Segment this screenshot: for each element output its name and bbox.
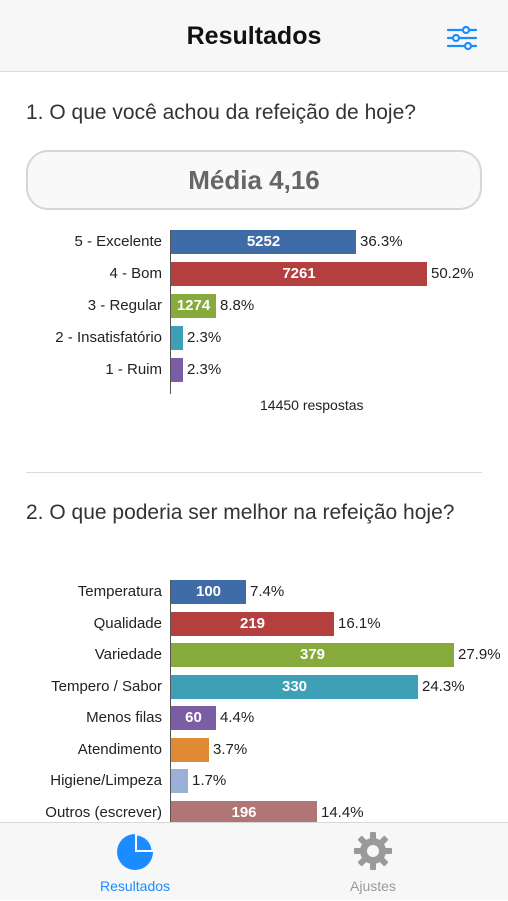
bar-label: 4 - Bom [109,265,162,282]
chart-row: Qualidade 219 16.1% [0,611,508,636]
bar-percent: 1.7% [192,772,227,789]
chart-axis [170,580,171,822]
bar-percent: 36.3% [360,233,403,250]
bar: 100 [171,580,246,604]
tab-ajustes[interactable]: Ajustes [246,823,500,901]
page-title: Resultados [186,22,322,50]
bar: 379 [171,643,454,667]
tab-bar: Resultados Ajustes [0,822,508,900]
bar-percent: 27.9% [458,646,501,663]
bar: 1274 [171,294,216,318]
average-badge: Média 4,16 [26,150,482,210]
tab-label: Resultados [99,878,171,894]
bar-label: 3 - Regular [87,297,162,314]
bar: 60 [171,706,216,730]
chart-row: 5 - Excelente 5252 36.3% [0,230,508,254]
bar-percent: 8.8% [220,297,255,314]
bar-percent: 14.4% [321,803,364,821]
question-2-title: 2. O que poderia ser melhor na refeição … [26,501,455,524]
bar [171,326,183,350]
bar-percent: 4.4% [220,709,255,726]
chart-row: Higiene/Limpeza 1.7% [0,769,508,793]
bar [171,358,183,382]
question-1-title: 1. O que você achou da refeição de hoje? [26,101,416,124]
bar: 5252 [171,230,356,254]
bar: 219 [171,611,334,636]
bar-percent: 3.7% [213,740,248,758]
chart-axis [170,230,171,394]
bar-label: 5 - Excelente [74,233,162,250]
bar-label: 1 - Ruim [105,361,162,378]
bar-percent: 7.4% [250,583,285,600]
chart-row: 4 - Bom 7261 50.2% [0,262,508,286]
chart-row: 3 - Regular 1274 8.8% [0,294,508,318]
pie-chart-icon [117,834,153,870]
question-1-chart: 5 - Excelente 5252 36.3% 4 - Bom 7261 50.2% 3 … [0,230,508,420]
tab-resultados[interactable]: Resultados [8,823,262,901]
chart-row: Atendimento 3.7% [0,737,508,762]
bar-label: Outros (escrever) [45,803,162,821]
chart-row: Temperatura 100 7.4% [0,580,508,604]
gear-icon [354,832,392,870]
bar-percent: 2.3% [187,361,222,378]
sliders-icon [446,25,478,51]
bar-percent: 16.1% [338,614,381,632]
bar-label: Tempero / Sabor [51,677,162,695]
bar-label: Atendimento [77,740,162,758]
bar-percent: 24.3% [422,677,465,695]
chart-row: Menos filas 60 4.4% [0,706,508,730]
bar-label: Menos filas [86,709,162,726]
chart-row: Variedade 379 27.9% [0,643,508,667]
question-2-chart: Temperatura 100 7.4% Qualidade 219 16.1% Varie… [0,580,508,822]
tab-label: Ajustes [350,878,396,894]
bar-label: 2 - Insatisfatório [55,329,162,346]
bar: 196 [171,800,317,822]
chart-row: Tempero / Sabor 330 24.3% [0,674,508,699]
bar: 7261 [171,262,427,286]
section-divider [26,472,482,473]
bar [171,769,188,793]
bar: 330 [171,674,418,699]
bar-percent: 2.3% [187,329,222,346]
bar-label: Qualidade [93,614,162,632]
chart-row: 2 - Insatisfatório 2.3% [0,326,508,350]
bar-percent: 50.2% [431,265,474,282]
bar [171,737,209,762]
bar-label: Higiene/Limpeza [50,772,162,789]
bar-label: Variedade [94,646,162,663]
filter-button[interactable] [446,24,478,52]
results-content[interactable]: 1. O que você achou da refeição de hoje?… [0,72,508,822]
chart-row: 1 - Ruim 2.3% [0,358,508,382]
header-bar: Resultados [0,0,508,72]
chart-row: Outros (escrever) 196 14.4% [0,800,508,822]
responses-count: 14450 respostas [260,397,364,413]
bar-label: Temperatura [77,583,162,600]
